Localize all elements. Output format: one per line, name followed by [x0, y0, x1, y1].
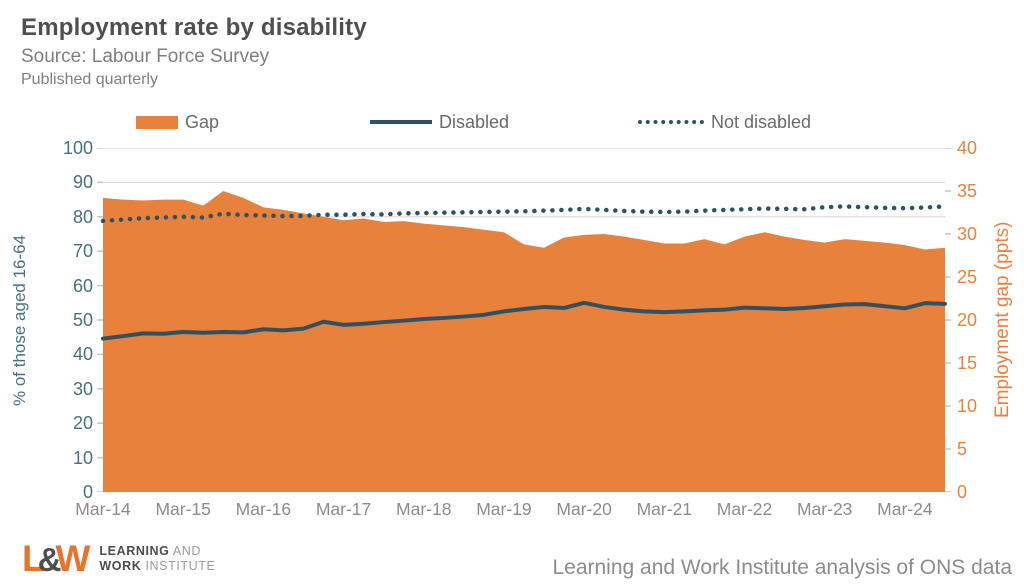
lw-logo-mark: L & W — [22, 539, 90, 578]
logo-line1-bold: LEARNING — [99, 543, 170, 558]
x-axis-tick-label: Mar-17 — [315, 499, 372, 519]
logo-wordmark: LEARNING AND WORK INSTITUTE — [99, 544, 215, 574]
left-axis-tick-label: 70 — [72, 241, 93, 262]
left-axis-title: % of those aged 16-64 — [10, 234, 29, 406]
right-axis-tick-label: 30 — [957, 224, 978, 244]
disabled-line — [101, 300, 947, 341]
logo-line2-bold: WORK — [99, 558, 142, 573]
left-axis-tick-label: 100 — [62, 138, 93, 158]
gap-swatch-icon — [136, 115, 178, 129]
left-axis-tick-label: 0 — [82, 482, 93, 502]
x-axis-tick-label: Mar-23 — [796, 499, 853, 519]
right-axis-tick-label: 35 — [957, 181, 978, 201]
chart-note: Published quarterly — [21, 71, 158, 88]
not-disabled-line — [100, 204, 948, 224]
x-axis-tick-label: Mar-16 — [235, 499, 292, 519]
logo-letter-l: L — [22, 538, 45, 579]
left-axis-tick-label: 30 — [72, 378, 93, 399]
logo-line2-rest: INSTITUTE — [141, 558, 216, 573]
legend-label-not-disabled: Not disabled — [711, 111, 812, 132]
left-axis-tick-label: 10 — [72, 447, 93, 468]
x-axis-tick-label: Mar-24 — [877, 499, 933, 519]
right-axis-tick-label: 40 — [957, 138, 978, 158]
employment-rate-chart — [97, 147, 951, 493]
x-axis-tick-label: Mar-14 — [75, 499, 131, 519]
legend-label-disabled: Disabled — [439, 111, 510, 132]
x-axis-tick-label: Mar-21 — [636, 499, 693, 519]
x-axis-tick-label: Mar-22 — [716, 499, 773, 519]
logo-letter-w: W — [55, 538, 91, 579]
right-axis-tick-label: 10 — [957, 396, 978, 416]
logo-ampersand: & — [37, 541, 62, 578]
chart-source: Source: Labour Force Survey — [21, 46, 270, 67]
legend-item-not-disabled: Not disabled — [638, 111, 811, 133]
gap-area — [103, 191, 945, 492]
right-axis-tick-label: 15 — [957, 353, 978, 373]
x-axis-tick-label: Mar-20 — [556, 499, 612, 519]
left-axis-tick-label: 60 — [72, 275, 93, 296]
x-axis-tick-label: Mar-15 — [155, 499, 211, 519]
lw-institute-logo: L & W LEARNING AND WORK INSTITUTE — [22, 539, 215, 578]
chart-plot-area — [97, 147, 951, 493]
logo-line1-rest: AND — [169, 543, 202, 558]
page-title: Employment rate by disability — [21, 14, 367, 41]
right-axis-tick-label: 25 — [957, 267, 978, 287]
left-axis-tick-label: 80 — [72, 206, 93, 227]
right-axis-tick-label: 20 — [957, 310, 978, 330]
analysis-caption: Learning and Work Institute analysis of … — [552, 556, 1012, 579]
left-axis-tick-label: 40 — [72, 344, 93, 365]
legend-item-disabled: Disabled — [370, 111, 509, 133]
legend-label-gap: Gap — [185, 111, 220, 132]
solid-line-swatch-icon — [370, 120, 432, 124]
x-axis-tick-label: Mar-18 — [396, 499, 452, 519]
x-axis-tick-label: Mar-19 — [476, 499, 532, 519]
legend-item-gap: Gap — [136, 111, 219, 133]
dotted-line-swatch-icon — [638, 120, 704, 124]
right-axis-tick-label: 0 — [957, 482, 968, 502]
left-axis-tick-label: 50 — [72, 310, 93, 330]
left-axis-tick-label: 20 — [72, 413, 93, 434]
right-axis-tick-label: 5 — [957, 439, 968, 459]
left-axis-tick-label: 90 — [72, 172, 93, 193]
